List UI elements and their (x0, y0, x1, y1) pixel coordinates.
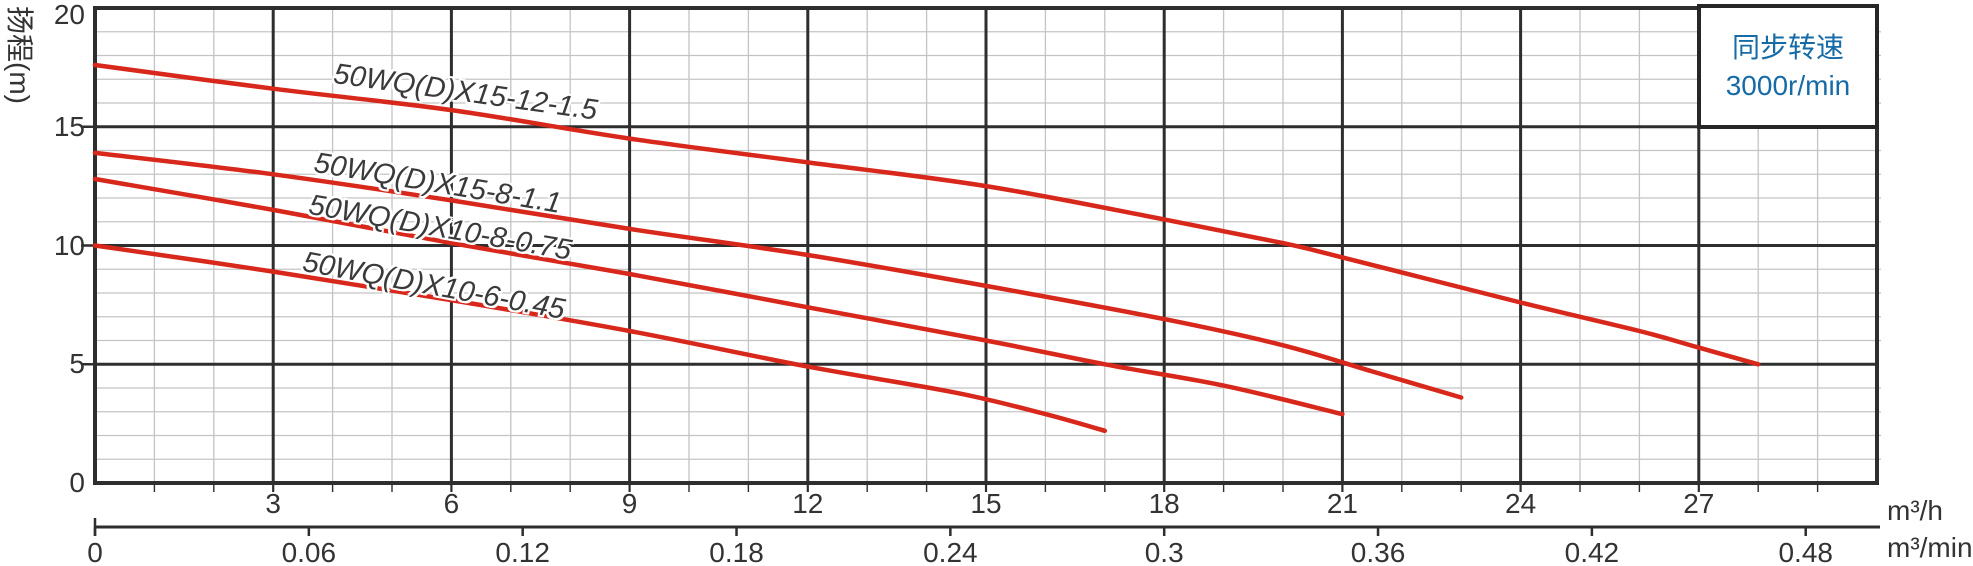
x-tick-label: 24 (1505, 488, 1537, 519)
min-scale-tick-label: 0.42 (1564, 537, 1620, 566)
min-scale-tick-label: 0.24 (923, 537, 978, 566)
y-tick-label: 5 (69, 348, 85, 380)
x-tick-label: 15 (970, 488, 1002, 519)
legend-speed-title: 同步转速 (1731, 31, 1844, 63)
min-scale-tick-label: 0.12 (495, 537, 550, 566)
x-tick-label: 3 (265, 488, 281, 519)
min-scale-tick-label: 0.48 (1778, 537, 1833, 566)
x-tick-label: 27 (1683, 488, 1715, 519)
x-tick-label: 6 (443, 488, 460, 519)
x-tick-label: 12 (792, 488, 824, 519)
y-tick-label: 15 (53, 110, 85, 142)
pump-curve-2 (92, 150, 1464, 400)
x-tick-label: 18 (1148, 488, 1180, 519)
pump-curve-3 (92, 176, 1345, 417)
min-scale-tick-label: 0.3 (1144, 537, 1184, 566)
min-scale-tick-label: 0 (87, 537, 103, 566)
min-scale-tick-label: 0.36 (1350, 537, 1406, 566)
y-tick-label: 0 (69, 467, 85, 498)
pump-curve-1 (92, 62, 1761, 367)
min-scale-tick-label: 0.18 (709, 537, 764, 566)
legend-speed-value: 3000r/min (1725, 69, 1851, 101)
min-scale-tick-label: 0.06 (281, 537, 337, 566)
x-tick-label: 21 (1326, 488, 1358, 519)
x-tick-label: 9 (621, 488, 638, 519)
y-tick-label: 10 (53, 229, 85, 261)
x-axis-unit-m3min: m³/min (1887, 532, 1973, 563)
y-tick-label: 20 (53, 0, 85, 30)
x-axis-unit-m3h: m³/h (1887, 495, 1943, 526)
legend-box: 同步转速 3000r/min (1697, 4, 1879, 129)
pump-curve-4 (92, 243, 1108, 434)
